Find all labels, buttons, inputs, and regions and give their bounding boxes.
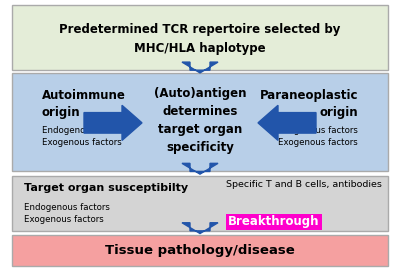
Text: Breakthrough: Breakthrough <box>228 215 320 228</box>
Text: Tissue pathology/disease: Tissue pathology/disease <box>105 244 295 257</box>
Text: Endogenous factors
Exogenous factors: Endogenous factors Exogenous factors <box>272 126 358 147</box>
FancyBboxPatch shape <box>12 73 388 171</box>
FancyBboxPatch shape <box>12 235 388 266</box>
Text: Paraneoplastic
origin: Paraneoplastic origin <box>260 89 358 119</box>
FancyBboxPatch shape <box>12 5 388 70</box>
Text: Predetermined TCR repertoire selected by
MHC/HLA haplotype: Predetermined TCR repertoire selected by… <box>59 23 341 55</box>
Text: Endogenous factors
Exogenous factors: Endogenous factors Exogenous factors <box>24 203 110 224</box>
Text: Endogenous factors
Exogenous factors: Endogenous factors Exogenous factors <box>42 126 128 147</box>
Polygon shape <box>182 163 218 174</box>
Polygon shape <box>182 223 218 234</box>
Text: Autoimmune
origin: Autoimmune origin <box>42 89 126 119</box>
Polygon shape <box>84 105 142 140</box>
Text: Specific T and B cells, antibodies: Specific T and B cells, antibodies <box>226 180 382 190</box>
Polygon shape <box>258 105 316 140</box>
FancyBboxPatch shape <box>226 214 322 230</box>
Text: Target organ susceptibilty: Target organ susceptibilty <box>24 183 188 193</box>
Polygon shape <box>182 62 218 73</box>
FancyBboxPatch shape <box>12 176 388 231</box>
Text: (Auto)antigen
determines
target organ
specificity: (Auto)antigen determines target organ sp… <box>154 87 246 154</box>
